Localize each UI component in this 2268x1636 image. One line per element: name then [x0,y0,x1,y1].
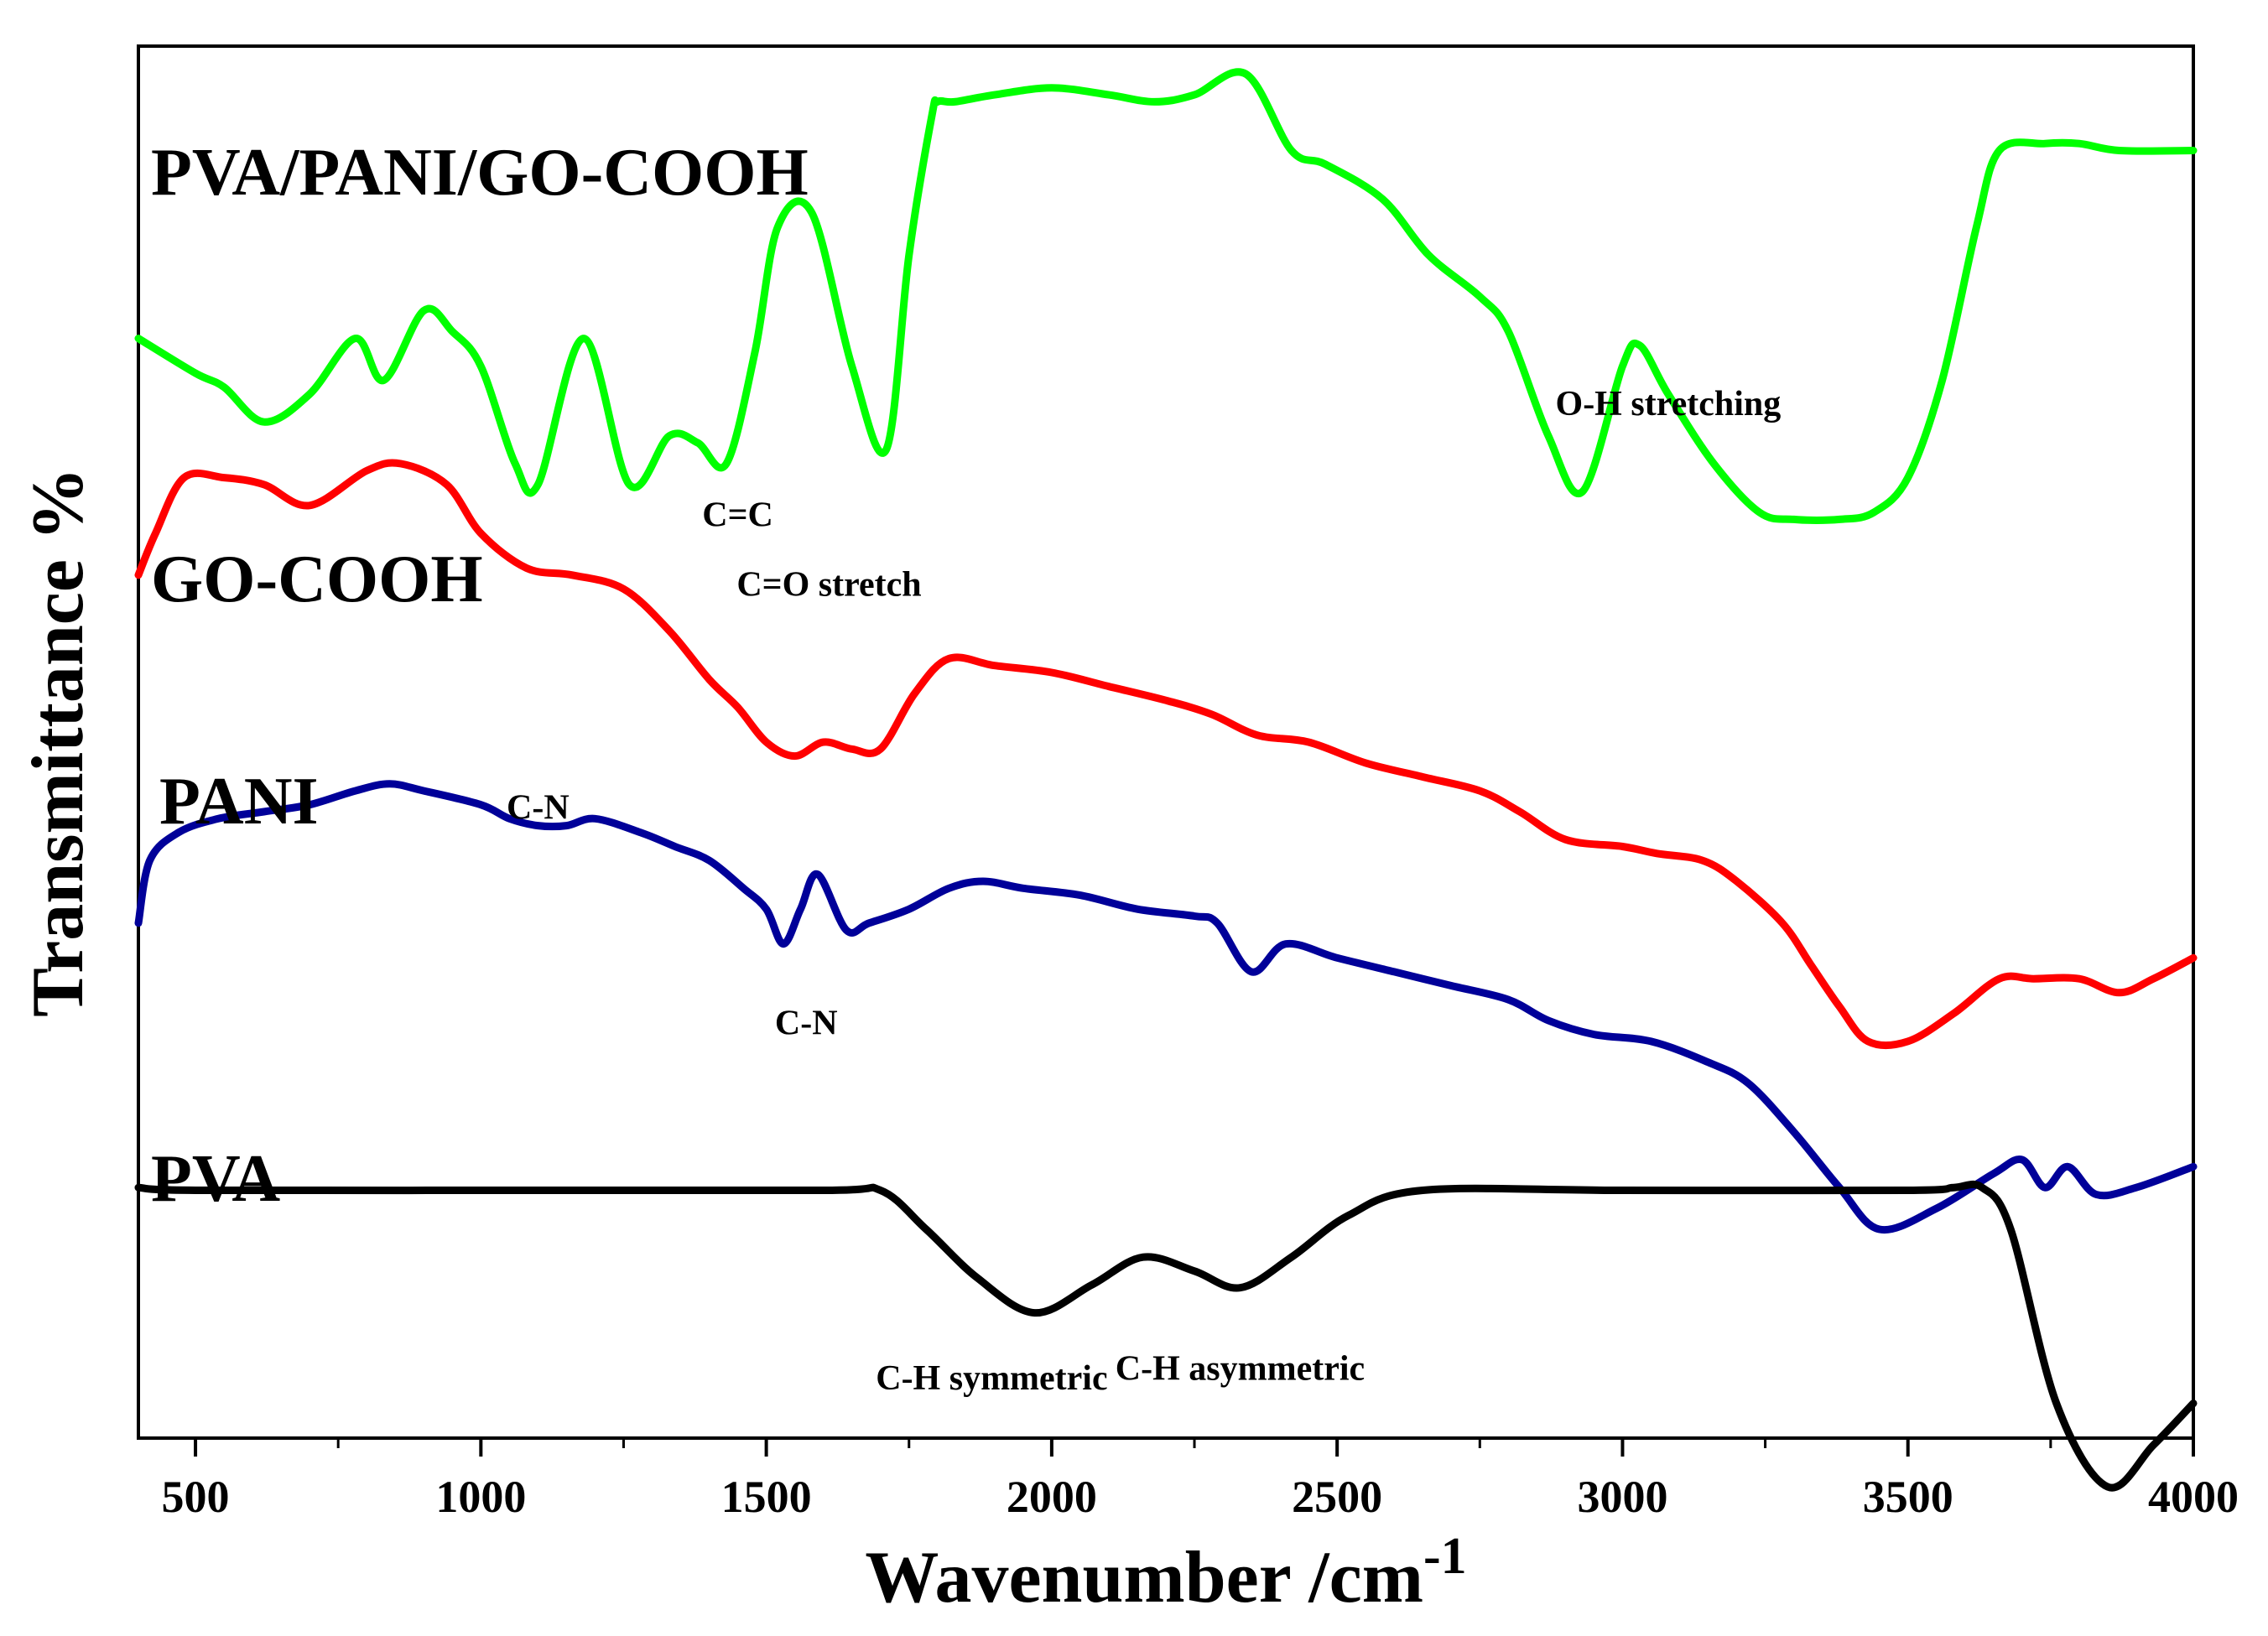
x-axis-ticks [194,1438,2195,1457]
x-tick-label: 3000 [1577,1472,1667,1522]
x-tick-label: 1000 [435,1472,526,1522]
x-axis-title-superscript: -1 [1423,1528,1467,1585]
series-line-pani [134,780,2198,1234]
series-line-go-cooh [134,459,2198,1050]
series-line-pva [134,1180,2198,1492]
annotation-c-c: C=C [702,496,773,535]
x-tick-label: 2000 [1007,1472,1097,1522]
y-axis-title: Transmittance % [18,467,99,1017]
x-tick-label: 4000 [2148,1472,2239,1522]
series-line-pva-pani-go-cooh [134,68,2198,524]
annotation-c-n: C-N [507,788,570,827]
series-label-pva-pani-go-cooh: PVA/PANI/GO-COOH [151,136,809,210]
series-label-pani: PANI [159,765,319,839]
x-tick-label: 1500 [721,1472,812,1522]
series-label-go-cooh: GO-COOH [151,543,483,616]
series-lines [134,68,2198,1492]
x-axis-title-text: Wavenumber /cm [865,1537,1423,1618]
x-tick-label: 500 [162,1472,230,1522]
plot-frame [137,44,2195,1440]
x-tick-label: 2500 [1292,1472,1382,1522]
annotation-c-n: C-N [775,1005,838,1043]
x-tick-label: 3500 [1863,1472,1953,1522]
annotation-c-o-stretch: C=O stretch [736,566,921,605]
peak-annotations: C=C C=O stretch C-N C-N C-H symmetric C-H asy… [507,385,1781,1398]
annotation-c-h-asymmetric: C-H asymmetric [1116,1349,1365,1388]
x-axis-tick-labels: 500 1000 1500 2000 2500 3000 3500 4000 [162,1472,2239,1522]
x-axis-title: Wavenumber /cm-1 [865,1528,1466,1618]
series-label-pva: PVA [151,1142,280,1216]
annotation-c-h-symmetric: C-H symmetric [876,1359,1107,1398]
annotation-o-h-stretching: O-H stretching [1556,385,1782,423]
